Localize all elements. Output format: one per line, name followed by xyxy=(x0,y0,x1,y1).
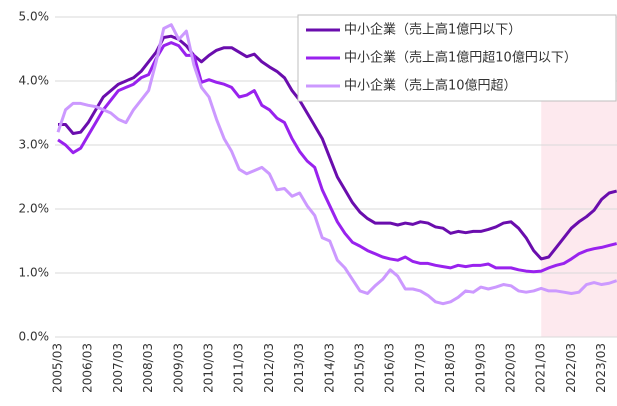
legend-label: 中小企業（売上高1億円以下） xyxy=(344,22,521,38)
legend-box xyxy=(297,14,617,102)
legend-label: 中小企業（売上高1億円超10億円以下） xyxy=(344,50,577,66)
x-tick-label: 2009/03 xyxy=(171,343,185,393)
x-tick-label: 2020/03 xyxy=(504,343,518,393)
x-tick-label: 2014/03 xyxy=(322,343,336,393)
x-tick-label: 2016/03 xyxy=(383,343,397,393)
x-tick-label: 2013/03 xyxy=(292,343,306,393)
x-tick-label: 2006/03 xyxy=(81,343,95,393)
x-tick-label: 2017/03 xyxy=(413,343,427,393)
x-tick-label: 2012/03 xyxy=(262,343,276,393)
x-tick-label: 2007/03 xyxy=(111,343,125,393)
series-line xyxy=(56,23,617,306)
y-tick-label: 0.0% xyxy=(19,330,50,344)
x-tick-label: 2010/03 xyxy=(202,343,216,393)
y-tick-label: 3.0% xyxy=(19,138,50,152)
x-tick-label: 2023/03 xyxy=(594,343,608,393)
y-tick-label: 5.0% xyxy=(19,10,50,24)
x-tick-label: 2011/03 xyxy=(232,343,246,393)
legend-label: 中小企業（売上高10億円超） xyxy=(344,78,517,94)
x-tick-label: 2008/03 xyxy=(141,343,155,393)
x-tick-label: 2019/03 xyxy=(473,343,487,393)
x-tick-label: 2005/03 xyxy=(51,343,65,393)
x-tick-label: 2015/03 xyxy=(353,343,367,393)
y-tick-label: 4.0% xyxy=(19,74,50,88)
series-line xyxy=(57,41,617,274)
legend: 中小企業（売上高1億円以下） 中小企業（売上高1億円超10億円以下） 中小企業（売上… xyxy=(297,14,617,102)
x-tick-label: 2022/03 xyxy=(564,343,578,393)
x-tick-label: 2018/03 xyxy=(443,343,457,393)
series-line xyxy=(58,34,617,261)
x-tick-label: 2021/03 xyxy=(534,343,548,393)
y-tick-label: 2.0% xyxy=(19,202,50,216)
y-tick-label: 1.0% xyxy=(19,266,50,280)
